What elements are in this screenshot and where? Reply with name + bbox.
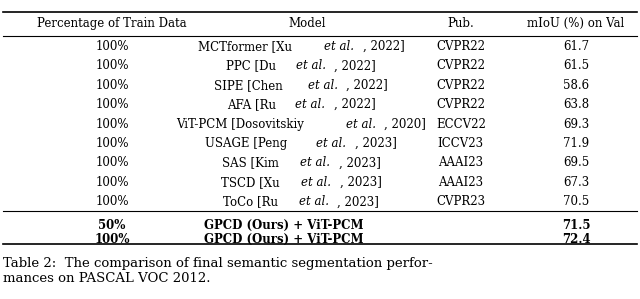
Text: et al.: et al. [308, 79, 338, 92]
Text: ICCV23: ICCV23 [438, 137, 484, 150]
Text: 70.5: 70.5 [563, 195, 589, 208]
Text: Table 2:  The comparison of final semantic segmentation perfor-: Table 2: The comparison of final semanti… [3, 257, 433, 270]
Text: , 2023]: , 2023] [339, 156, 381, 170]
Text: Pub.: Pub. [447, 17, 474, 30]
Text: et al.: et al. [324, 40, 354, 53]
Text: 72.4: 72.4 [562, 233, 590, 246]
Text: 100%: 100% [95, 195, 129, 208]
Text: GPCD (Ours) + ViT-PCM: GPCD (Ours) + ViT-PCM [204, 233, 364, 246]
Text: et al.: et al. [316, 137, 346, 150]
Text: PPC [Du: PPC [Du [226, 59, 280, 72]
Text: 61.7: 61.7 [563, 40, 589, 53]
Text: 71.9: 71.9 [563, 137, 589, 150]
Text: 67.3: 67.3 [563, 176, 589, 189]
Text: 100%: 100% [94, 233, 130, 246]
Text: , 2022]: , 2022] [333, 98, 376, 111]
Text: CVPR22: CVPR22 [436, 59, 485, 72]
Text: SAS [Kim: SAS [Kim [221, 156, 282, 170]
Text: GPCD (Ours) + ViT-PCM: GPCD (Ours) + ViT-PCM [204, 219, 364, 232]
Text: 61.5: 61.5 [563, 59, 589, 72]
Text: 100%: 100% [95, 79, 129, 92]
Text: et al.: et al. [301, 176, 331, 189]
Text: mances on PASCAL VOC 2012.: mances on PASCAL VOC 2012. [3, 272, 211, 285]
Text: Percentage of Train Data: Percentage of Train Data [37, 17, 187, 30]
Text: , 2022]: , 2022] [334, 59, 376, 72]
Text: MCTformer [Xu: MCTformer [Xu [198, 40, 296, 53]
Text: 100%: 100% [95, 98, 129, 111]
Text: 100%: 100% [95, 137, 129, 150]
Text: AAAI23: AAAI23 [438, 176, 483, 189]
Text: ToCo [Ru: ToCo [Ru [223, 195, 282, 208]
Text: 100%: 100% [95, 156, 129, 170]
Text: CVPR22: CVPR22 [436, 79, 485, 92]
Text: , 2023]: , 2023] [337, 195, 380, 208]
Text: et al.: et al. [299, 195, 329, 208]
Text: CVPR22: CVPR22 [436, 40, 485, 53]
Text: et al.: et al. [346, 118, 376, 131]
Text: , 2022]: , 2022] [346, 79, 388, 92]
Text: , 2023]: , 2023] [355, 137, 397, 150]
Text: 69.5: 69.5 [563, 156, 589, 170]
Text: 50%: 50% [99, 219, 125, 232]
Text: Model: Model [289, 17, 326, 30]
Text: et al.: et al. [296, 59, 326, 72]
Text: CVPR22: CVPR22 [436, 98, 485, 111]
Text: et al.: et al. [295, 98, 325, 111]
Text: TSCD [Xu: TSCD [Xu [221, 176, 283, 189]
Text: 71.5: 71.5 [562, 219, 590, 232]
Text: , 2020]: , 2020] [385, 118, 426, 131]
Text: 63.8: 63.8 [563, 98, 589, 111]
Text: CVPR23: CVPR23 [436, 195, 485, 208]
Text: SIPE [Chen: SIPE [Chen [214, 79, 287, 92]
Text: 69.3: 69.3 [563, 118, 589, 131]
Text: 100%: 100% [95, 59, 129, 72]
Text: AFA [Ru: AFA [Ru [227, 98, 280, 111]
Text: 100%: 100% [95, 118, 129, 131]
Text: AAAI23: AAAI23 [438, 156, 483, 170]
Text: 58.6: 58.6 [563, 79, 589, 92]
Text: ECCV22: ECCV22 [436, 118, 486, 131]
Text: , 2023]: , 2023] [340, 176, 381, 189]
Text: , 2022]: , 2022] [363, 40, 404, 53]
Text: 100%: 100% [95, 176, 129, 189]
Text: ViT-PCM [Dosovitskiy: ViT-PCM [Dosovitskiy [176, 118, 308, 131]
Text: et al.: et al. [300, 156, 330, 170]
Text: USAGE [Peng: USAGE [Peng [205, 137, 291, 150]
Text: 100%: 100% [95, 40, 129, 53]
Text: mIoU (%) on Val: mIoU (%) on Val [527, 17, 625, 30]
